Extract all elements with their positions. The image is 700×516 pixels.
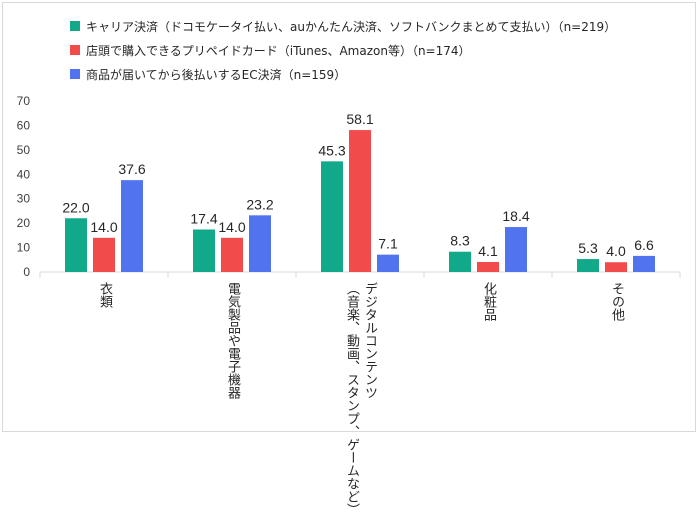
data-label: 4.1	[478, 243, 498, 259]
x-category-label: 衣類	[97, 282, 112, 308]
bar	[605, 262, 627, 272]
bar	[93, 237, 115, 272]
bar-chart: 01020304050607022.014.037.617.414.023.24…	[17, 94, 681, 279]
data-label: 14.0	[218, 219, 245, 235]
x-category-label: デジタルコンテンツ （音楽、動画、スタンプ、ゲームなど）	[344, 282, 377, 516]
y-tick-label: 10	[17, 241, 31, 255]
data-label: 5.3	[578, 240, 598, 256]
legend: キャリア決済（ドコモケータイ払い、auかんたん決済、ソフトバンクまとめて支払い）…	[70, 14, 616, 86]
data-label: 4.0	[606, 243, 626, 259]
bar	[65, 218, 87, 272]
y-tick-label: 0	[23, 265, 30, 279]
bar	[505, 227, 527, 272]
bar	[449, 251, 471, 272]
y-tick-label: 70	[17, 94, 31, 108]
legend-label-carrier: キャリア決済（ドコモケータイ払い、auかんたん決済、ソフトバンクまとめて支払い）…	[86, 19, 617, 34]
legend-swatch-prepaid	[70, 45, 80, 55]
y-tick-label: 40	[17, 167, 31, 181]
y-tick-label: 30	[17, 192, 31, 206]
data-label: 6.6	[634, 237, 654, 253]
bar	[221, 237, 243, 272]
legend-item-postpay: 商品が届いてから後払いするEC決済（n=159）	[70, 62, 616, 86]
bar	[633, 255, 655, 272]
bar	[321, 161, 343, 272]
bar	[377, 254, 399, 272]
data-label: 14.0	[90, 219, 117, 235]
legend-swatch-carrier	[70, 21, 80, 31]
data-label: 58.1	[346, 111, 373, 127]
y-tick-label: 60	[17, 118, 31, 132]
bar	[577, 259, 599, 272]
bar	[249, 215, 271, 272]
data-label: 7.1	[378, 236, 398, 252]
x-category-label: 電気製品や電子機器	[225, 282, 240, 399]
data-label: 22.0	[62, 199, 89, 215]
y-tick-label: 50	[17, 143, 31, 157]
legend-swatch-postpay	[70, 69, 80, 79]
data-label: 45.3	[318, 142, 345, 158]
x-category-label: 化粧品	[481, 282, 496, 321]
data-label: 23.2	[246, 196, 273, 212]
data-label: 37.6	[118, 161, 145, 177]
bar	[349, 130, 371, 272]
legend-label-postpay: 商品が届いてから後払いするEC決済（n=159）	[86, 67, 347, 82]
legend-label-prepaid: 店頭で購入できるプリペイドカード（iTunes、Amazon等）（n=174）	[86, 43, 471, 58]
bar	[193, 229, 215, 272]
x-category-label: その他	[609, 282, 624, 321]
data-label: 17.4	[190, 210, 217, 226]
legend-item-carrier: キャリア決済（ドコモケータイ払い、auかんたん決済、ソフトバンクまとめて支払い）…	[70, 14, 616, 38]
data-label: 18.4	[502, 208, 529, 224]
legend-item-prepaid: 店頭で購入できるプリペイドカード（iTunes、Amazon等）（n=174）	[70, 38, 616, 62]
data-label: 8.3	[450, 233, 470, 249]
bar	[477, 261, 499, 272]
bar	[121, 180, 143, 272]
y-tick-label: 20	[17, 216, 31, 230]
